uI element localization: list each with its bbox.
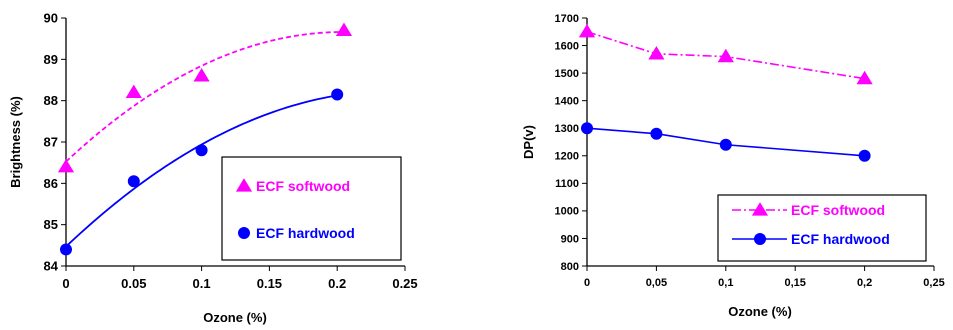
data-point-triangle bbox=[193, 68, 210, 82]
y-tick-label: 89 bbox=[44, 52, 58, 67]
y-tick-label: 87 bbox=[44, 135, 58, 150]
legend-marker-triangle bbox=[235, 178, 253, 192]
x-tick-label: 0.25 bbox=[392, 276, 417, 291]
x-axis-title: Ozone (%) bbox=[203, 310, 267, 325]
legend-marker-triangle bbox=[751, 202, 769, 216]
y-axis-title: DP(v) bbox=[521, 125, 536, 159]
data-point-circle bbox=[719, 138, 732, 151]
y-axis-title: Brightness (%) bbox=[8, 96, 23, 188]
x-tick-label: 0,2 bbox=[857, 277, 872, 289]
y-tick-label: 1400 bbox=[555, 96, 579, 108]
data-point-triangle bbox=[335, 22, 353, 37]
data-point-triangle bbox=[717, 48, 734, 63]
y-tick-label: 1000 bbox=[555, 206, 579, 218]
x-tick-label: 0.05 bbox=[121, 276, 146, 291]
data-point-circle bbox=[60, 243, 72, 256]
legend: ECF softwood ECF hardwood bbox=[717, 194, 927, 262]
y-tick-label: 1600 bbox=[555, 40, 579, 52]
chart-2: 800 900 1000 1100 1200 1300 1400 1500 1600 1700 0 0… bbox=[521, 13, 945, 319]
series-1 bbox=[57, 22, 353, 173]
x-tick-label: 0,15 bbox=[784, 277, 805, 289]
y-tick-label: 86 bbox=[44, 176, 58, 191]
data-point-circle bbox=[331, 88, 344, 101]
x-tick-label: 0.1 bbox=[193, 276, 211, 291]
y-tick-label: 90 bbox=[44, 11, 58, 26]
y-tick-label: 1200 bbox=[555, 151, 579, 163]
y-tick-label: 84 bbox=[44, 259, 59, 274]
y-tick-label: 1100 bbox=[555, 178, 579, 190]
data-point-triangle bbox=[57, 158, 75, 173]
chart-1: 84 85 86 87 88 89 90 0 0.05 0.1 0.15 0.2 0.25 Ozone (… bbox=[8, 11, 418, 325]
legend-label: ECF softwood bbox=[791, 202, 885, 218]
data-point-triangle bbox=[578, 23, 596, 38]
y-tick-label: 1700 bbox=[555, 13, 579, 25]
x-tick-label: 0.15 bbox=[257, 276, 282, 291]
y-tick-label: 85 bbox=[44, 217, 58, 232]
y-tick-label: 900 bbox=[561, 233, 579, 245]
legend-item: ECF softwood bbox=[732, 202, 885, 218]
legend-item: ECF hardwood bbox=[732, 231, 890, 247]
legend-label: ECF hardwood bbox=[256, 225, 355, 241]
series-line bbox=[586, 127, 865, 157]
y-tick-label: 1500 bbox=[555, 68, 579, 80]
y-tick-label: 800 bbox=[561, 261, 579, 273]
data-point-triangle bbox=[648, 46, 665, 60]
series-trendline bbox=[65, 31, 344, 163]
x-tick-label: 0.2 bbox=[328, 276, 346, 291]
series-line bbox=[586, 31, 865, 80]
x-tick-label: 0,05 bbox=[646, 277, 667, 289]
y-tick-label: 1300 bbox=[555, 123, 579, 135]
legend-marker-circle bbox=[754, 233, 766, 245]
series-2 bbox=[581, 122, 871, 162]
legend-marker-circle bbox=[238, 227, 250, 239]
data-point-triangle bbox=[856, 70, 873, 85]
series-1 bbox=[578, 23, 873, 85]
legend: ECF softwood ECF hardwood bbox=[221, 156, 402, 261]
data-point-circle bbox=[650, 127, 663, 140]
legend-item: ECF hardwood bbox=[238, 225, 355, 241]
data-point-circle bbox=[858, 149, 871, 162]
data-point-circle bbox=[127, 175, 140, 188]
x-tick-label: 0 bbox=[62, 276, 69, 291]
x-axis-title: Ozone (%) bbox=[728, 304, 792, 319]
x-tick-label: 0 bbox=[584, 277, 590, 289]
legend-item: ECF softwood bbox=[235, 178, 350, 194]
x-tick-label: 0,1 bbox=[718, 277, 733, 289]
x-tick-label: 0,25 bbox=[923, 277, 944, 289]
legend-box bbox=[221, 156, 402, 261]
data-point-circle bbox=[195, 144, 208, 157]
data-point-circle bbox=[581, 122, 593, 135]
legend-label: ECF softwood bbox=[256, 178, 350, 194]
y-tick-label: 88 bbox=[44, 93, 58, 108]
series-2 bbox=[60, 88, 344, 256]
legend-label: ECF hardwood bbox=[791, 231, 890, 247]
legend-box bbox=[717, 194, 927, 262]
data-point-triangle bbox=[125, 84, 142, 99]
